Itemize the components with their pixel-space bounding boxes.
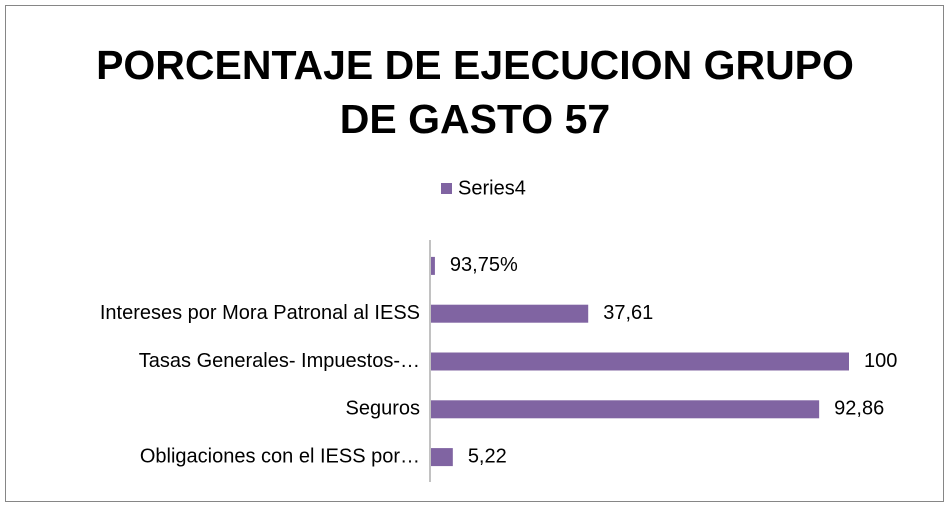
y-tick-label: Intereses por Mora Patronal al IESS bbox=[100, 302, 420, 324]
data-label: 5,22 bbox=[468, 445, 507, 467]
data-label: 92,86 bbox=[834, 398, 884, 420]
y-tick-label: Obligaciones con el IESS por… bbox=[140, 445, 420, 467]
bar bbox=[431, 352, 849, 371]
chart-border bbox=[5, 5, 944, 502]
bar bbox=[431, 304, 589, 323]
bar bbox=[431, 448, 453, 467]
data-label: 100 bbox=[864, 350, 897, 372]
bar bbox=[431, 256, 435, 275]
legend-swatch bbox=[441, 183, 452, 194]
data-label: 93,75% bbox=[450, 254, 518, 276]
bar bbox=[431, 400, 820, 419]
chart-title: PORCENTAJE DE EJECUCION GRUPO DE GASTO 5… bbox=[96, 42, 854, 142]
data-label: 37,61 bbox=[603, 302, 653, 324]
y-tick-label: Seguros bbox=[346, 398, 421, 420]
legend-label: Series4 bbox=[458, 177, 526, 199]
y-tick-label: Tasas Generales- Impuestos-… bbox=[139, 350, 420, 372]
